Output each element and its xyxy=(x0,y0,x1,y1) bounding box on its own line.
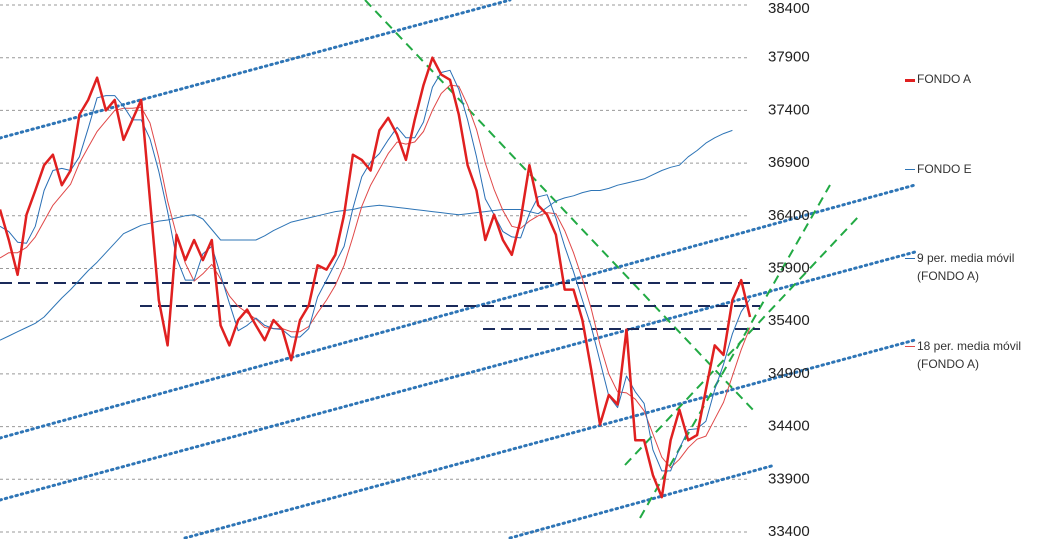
trend-line xyxy=(639,184,831,519)
legend-item: 18 per. media móvil (FONDO A) xyxy=(905,337,1035,373)
series-line xyxy=(0,56,752,499)
channel-line xyxy=(0,183,917,440)
trend-line xyxy=(364,0,756,413)
y-tick-label: 34400 xyxy=(768,418,810,435)
legend-swatch xyxy=(905,79,915,82)
legend-label: 18 per. media móvil (FONDO A) xyxy=(917,339,1022,371)
trend-line xyxy=(624,214,861,466)
legend-swatch xyxy=(905,258,915,259)
channel-line xyxy=(0,250,917,502)
y-tick-label: 34900 xyxy=(768,365,810,382)
series-line xyxy=(0,129,733,341)
channel-line xyxy=(508,463,777,539)
series-line xyxy=(0,69,751,472)
y-tick-label: 35900 xyxy=(768,259,810,276)
legend-swatch xyxy=(905,169,915,170)
y-tick-label: 38400 xyxy=(768,0,810,17)
y-tick-label: 37900 xyxy=(768,49,810,66)
y-tick-label: 37400 xyxy=(768,101,810,118)
channel-line xyxy=(0,0,512,140)
y-tick-label: 33400 xyxy=(768,523,810,539)
legend-label: FONDO E xyxy=(917,162,972,176)
y-tick-label: 36900 xyxy=(768,154,810,171)
y-tick-label: 36400 xyxy=(768,207,810,224)
legend-item: FONDO E xyxy=(905,160,1035,178)
legend-item: FONDO A xyxy=(905,70,1035,88)
y-tick-label: 35400 xyxy=(768,312,810,329)
legend-item: 9 per. media móvil (FONDO A) xyxy=(905,249,1035,285)
legend-label: FONDO A xyxy=(917,72,972,86)
series-line xyxy=(0,84,751,469)
y-tick-label: 33900 xyxy=(768,470,810,487)
trend-lines xyxy=(0,0,917,539)
legend-swatch xyxy=(905,346,915,347)
series-lines xyxy=(0,56,752,499)
channel-line xyxy=(183,338,917,539)
grid xyxy=(0,4,750,533)
legend-label: 9 per. media móvil (FONDO A) xyxy=(917,251,1015,283)
